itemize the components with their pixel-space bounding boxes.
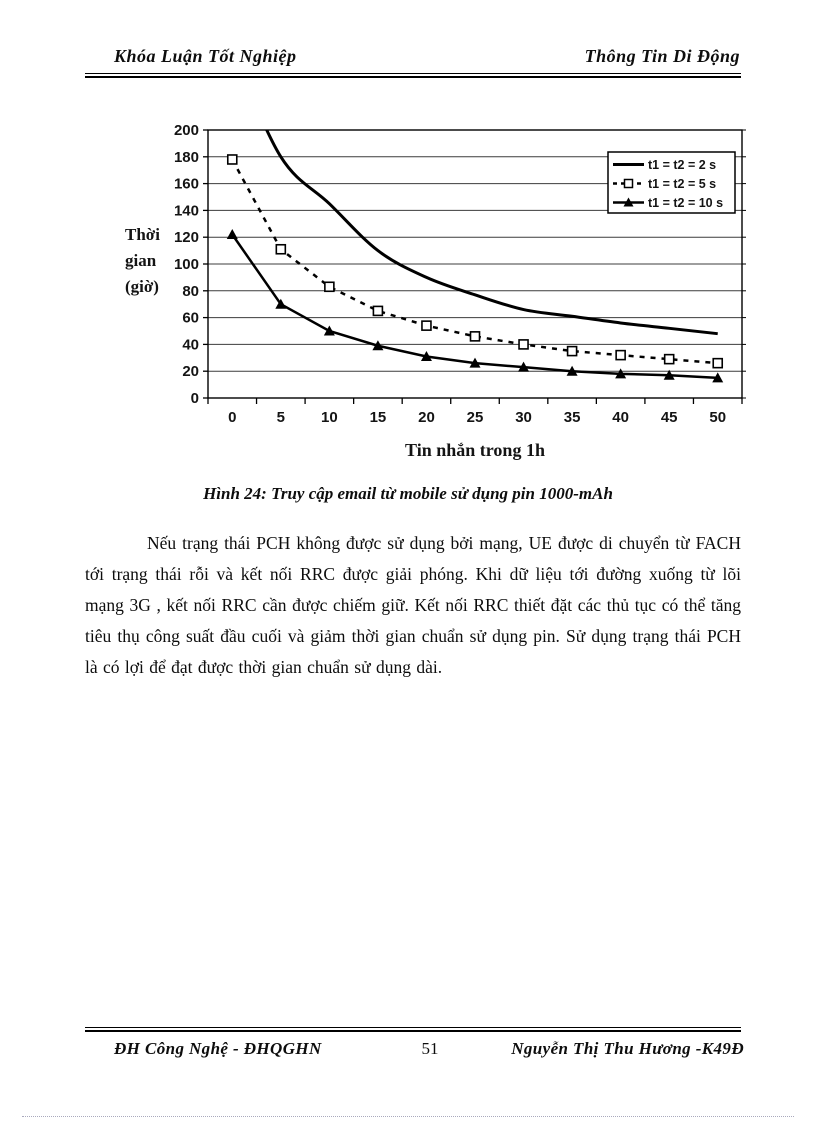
marker-triangle <box>663 369 675 380</box>
marker-triangle <box>615 368 627 379</box>
marker-triangle <box>566 365 578 376</box>
marker-triangle <box>226 229 238 240</box>
y-axis-title: Thời <box>125 225 160 244</box>
chart-svg: 0 20 40 60 80 100 120 140 160 180 200 0 5 10 15 20 25 30 3… <box>125 122 746 460</box>
x-tick-label: 20 <box>418 409 435 426</box>
footer-author: Nguyễn Thị Thu Hương -K49Đ <box>511 1039 744 1058</box>
y-tick-label: 140 <box>174 202 199 219</box>
x-tick-label: 35 <box>564 409 581 426</box>
marker-square <box>566 345 578 357</box>
y-tick-label: 60 <box>182 310 199 327</box>
y-tick-label: 20 <box>182 363 199 380</box>
x-tick-label: 10 <box>321 409 338 426</box>
x-tick-label: 5 <box>277 409 285 426</box>
y-tick-label: 40 <box>182 336 199 353</box>
y-tick-label: 200 <box>174 122 199 139</box>
footer-rule <box>85 1027 741 1032</box>
marker-square <box>421 320 432 331</box>
legend-marker-square <box>623 178 634 189</box>
marker-square <box>324 281 335 293</box>
marker-triangle <box>420 350 432 361</box>
marker-triangle <box>323 325 335 336</box>
y-tick-label: 120 <box>174 229 199 246</box>
footer-institution: ĐH Công Nghệ - ĐHQGHN <box>114 1039 322 1058</box>
marker-square <box>372 305 384 317</box>
x-axis-title: Tin nhắn trong 1h <box>405 440 545 460</box>
marker-square <box>226 154 238 165</box>
y-axis-title: gian <box>125 251 157 270</box>
marker-triangle <box>518 361 530 372</box>
legend: t1 = t2 = 2 s t1 = t2 = 5 s t1 = t2 = 10 s <box>607 151 736 214</box>
header-right-title: Thông Tin Di Động <box>584 46 740 66</box>
x-tick-label: 25 <box>467 409 484 426</box>
y-tick-label: 160 <box>174 176 199 193</box>
plot-border <box>207 129 743 399</box>
battery-life-line-chart: 0 20 40 60 80 100 120 140 160 180 200 0 5 10 15 20 25 30 3… <box>120 115 760 465</box>
x-tick-label: 30 <box>515 409 532 426</box>
x-tick-label: 0 <box>228 409 236 426</box>
marker-square <box>275 243 287 255</box>
series-group <box>226 130 724 383</box>
legend-marker-triangle <box>623 197 634 207</box>
y-axis-title: (giờ) <box>125 277 159 296</box>
x-tick-label: 45 <box>661 409 678 426</box>
page-bottom-dotted-line <box>22 1112 794 1117</box>
marker-triangle <box>712 372 724 383</box>
figure-caption: Hình 24: Truy cập email từ mobile sử dụn… <box>203 484 613 503</box>
marker-square <box>615 349 626 361</box>
header-rule <box>85 73 741 78</box>
x-tick-label: 40 <box>612 409 629 426</box>
legend-label: t1 = t2 = 10 s <box>648 196 723 210</box>
marker-triangle <box>469 357 481 368</box>
marker-square <box>712 357 724 369</box>
y-tick-label: 180 <box>174 149 199 166</box>
series-line-2 <box>231 233 718 380</box>
page-number: 51 <box>421 1039 439 1058</box>
y-tick-label: 100 <box>174 256 199 273</box>
legend-label: t1 = t2 = 2 s <box>648 158 716 172</box>
x-tick-label: 15 <box>370 409 387 426</box>
y-tick-label: 0 <box>191 390 199 407</box>
marker-triangle <box>275 298 287 309</box>
legend-label: t1 = t2 = 5 s <box>648 177 716 191</box>
x-tick-label: 50 <box>709 409 726 426</box>
header-left-title: Khóa Luận Tốt Nghiệp <box>114 46 297 66</box>
y-tick-label: 80 <box>182 283 199 300</box>
series-line-0 <box>265 130 718 336</box>
marker-triangle <box>372 340 384 351</box>
marker-square <box>663 353 675 365</box>
marker-square <box>518 339 529 350</box>
body-paragraph: Nếu trạng thái PCH không được sử dụng bở… <box>85 533 741 677</box>
marker-square <box>469 331 481 342</box>
